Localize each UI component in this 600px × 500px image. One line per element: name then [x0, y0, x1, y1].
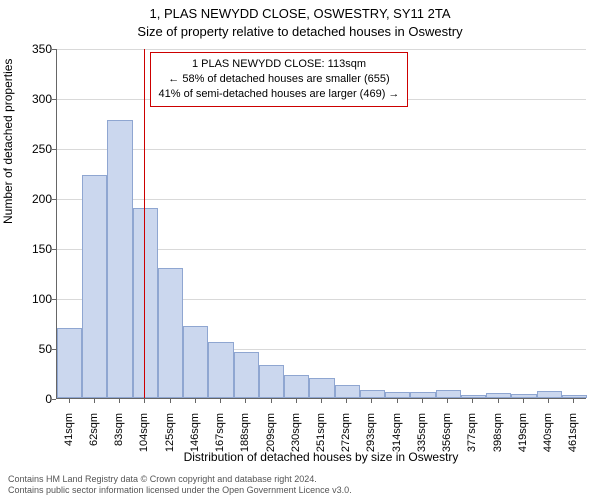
- histogram-bar: [133, 208, 158, 398]
- histogram-bar: [335, 385, 360, 398]
- x-tick-mark: [144, 399, 145, 403]
- property-marker-line: [144, 49, 145, 398]
- x-tick-mark: [397, 399, 398, 403]
- histogram-bar: [562, 395, 587, 398]
- x-tick-mark: [271, 399, 272, 403]
- annotation-line: 41% of semi-detached houses are larger (…: [159, 87, 400, 102]
- plot-area: 1 PLAS NEWYDD CLOSE: 113sqm← 58% of deta…: [56, 49, 586, 399]
- property-size-histogram: 1, PLAS NEWYDD CLOSE, OSWESTRY, SY11 2TA…: [0, 0, 600, 500]
- x-tick-mark: [472, 399, 473, 403]
- x-tick-mark: [296, 399, 297, 403]
- annotation-line: 1 PLAS NEWYDD CLOSE: 113sqm: [159, 57, 400, 72]
- annotation-box: 1 PLAS NEWYDD CLOSE: 113sqm← 58% of deta…: [150, 52, 409, 107]
- y-tick-label: 100: [12, 292, 52, 306]
- chart-title-desc: Size of property relative to detached ho…: [0, 24, 600, 39]
- histogram-bar: [259, 365, 284, 398]
- chart-title-address: 1, PLAS NEWYDD CLOSE, OSWESTRY, SY11 2TA: [0, 6, 600, 21]
- x-tick-mark: [523, 399, 524, 403]
- x-tick-mark: [220, 399, 221, 403]
- gridline: [57, 149, 586, 150]
- histogram-bar: [158, 268, 183, 398]
- histogram-bar: [537, 391, 562, 398]
- histogram-bar: [461, 395, 486, 398]
- x-tick-mark: [321, 399, 322, 403]
- x-tick-mark: [548, 399, 549, 403]
- gridline: [57, 49, 586, 50]
- x-tick-mark: [346, 399, 347, 403]
- gridline: [57, 199, 586, 200]
- y-tick-label: 250: [12, 142, 52, 156]
- histogram-bar: [107, 120, 132, 398]
- histogram-bar: [82, 175, 107, 398]
- x-axis-label: Distribution of detached houses by size …: [56, 450, 586, 464]
- x-tick-mark: [94, 399, 95, 403]
- x-tick-mark: [422, 399, 423, 403]
- footer-line-2: Contains public sector information licen…: [8, 485, 352, 496]
- y-tick-mark: [52, 399, 56, 400]
- y-tick-label: 150: [12, 242, 52, 256]
- histogram-bar: [360, 390, 385, 398]
- footer-line-1: Contains HM Land Registry data © Crown c…: [8, 474, 352, 485]
- y-tick-label: 0: [12, 392, 52, 406]
- x-tick-mark: [245, 399, 246, 403]
- x-tick-mark: [170, 399, 171, 403]
- y-tick-mark: [52, 299, 56, 300]
- histogram-bar: [284, 375, 309, 398]
- y-tick-label: 50: [12, 342, 52, 356]
- histogram-bar: [183, 326, 208, 398]
- chart-footer: Contains HM Land Registry data © Crown c…: [8, 474, 352, 497]
- y-tick-label: 200: [12, 192, 52, 206]
- histogram-bar: [511, 394, 536, 398]
- y-tick-mark: [52, 199, 56, 200]
- histogram-bar: [486, 393, 511, 398]
- y-tick-mark: [52, 49, 56, 50]
- y-tick-mark: [52, 99, 56, 100]
- histogram-bar: [436, 390, 461, 398]
- x-tick-mark: [498, 399, 499, 403]
- x-tick-mark: [371, 399, 372, 403]
- y-tick-mark: [52, 249, 56, 250]
- annotation-line: ← 58% of detached houses are smaller (65…: [159, 72, 400, 87]
- histogram-bar: [208, 342, 233, 398]
- x-tick-mark: [69, 399, 70, 403]
- histogram-bar: [57, 328, 82, 398]
- histogram-bar: [309, 378, 334, 398]
- y-tick-label: 300: [12, 92, 52, 106]
- y-tick-label: 350: [12, 42, 52, 56]
- x-tick-mark: [573, 399, 574, 403]
- x-tick-mark: [447, 399, 448, 403]
- x-tick-mark: [195, 399, 196, 403]
- y-tick-mark: [52, 349, 56, 350]
- histogram-bar: [385, 392, 410, 398]
- x-tick-mark: [119, 399, 120, 403]
- histogram-bar: [234, 352, 259, 398]
- y-tick-mark: [52, 149, 56, 150]
- histogram-bar: [410, 392, 435, 398]
